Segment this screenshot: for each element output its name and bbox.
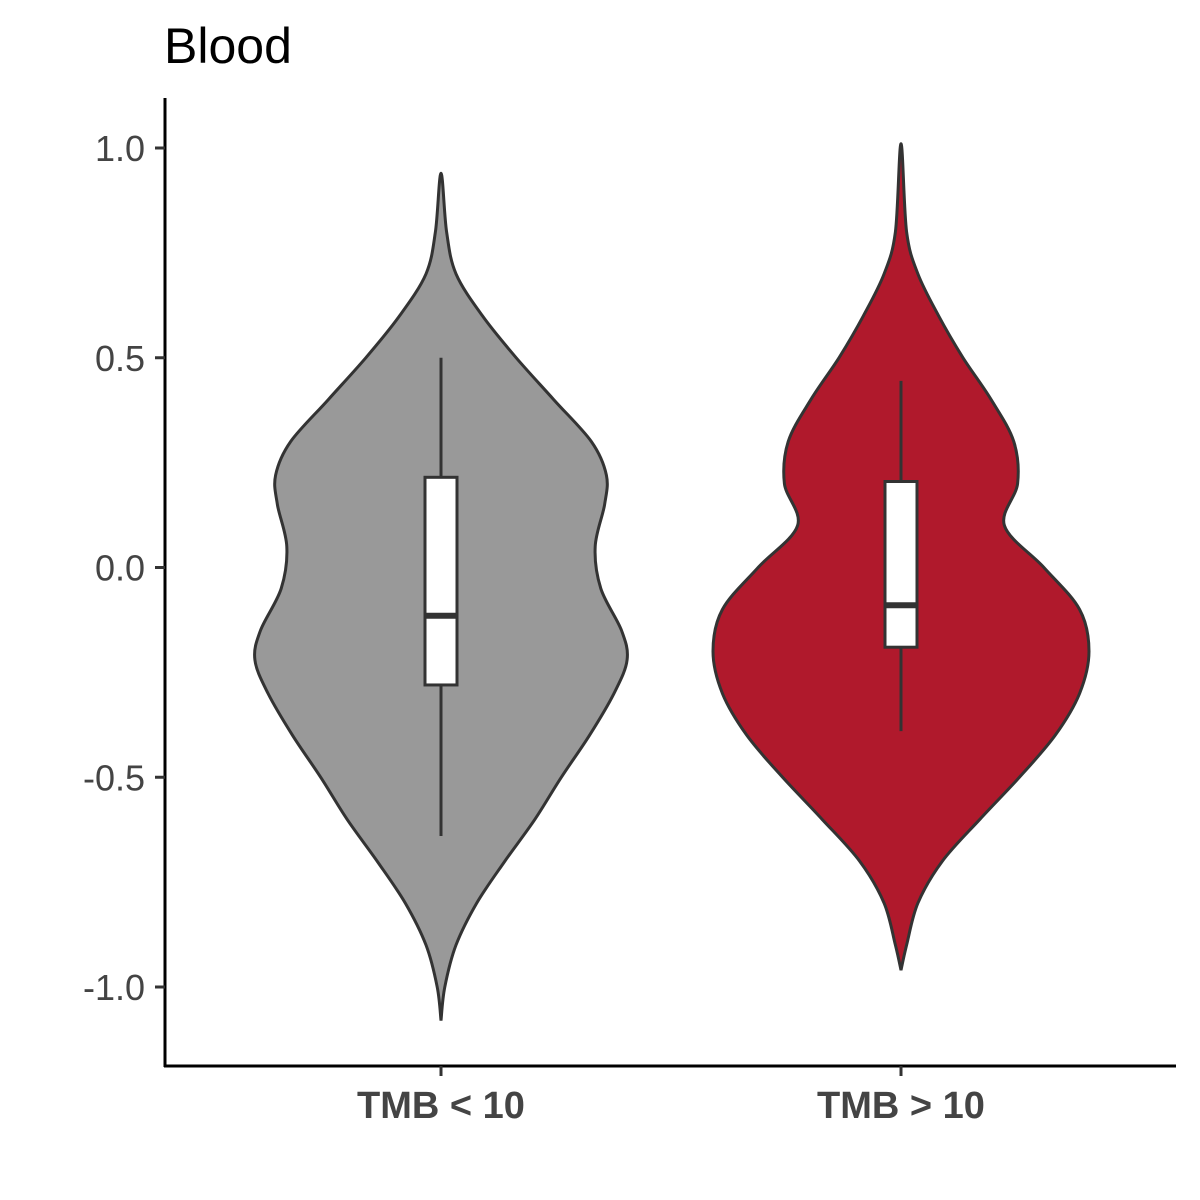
chart-title: Blood: [164, 18, 292, 74]
y-tick-label: 0.5: [95, 338, 145, 379]
y-tick-label: 1.0: [95, 128, 145, 169]
x-tick-label: TMB < 10: [357, 1085, 525, 1127]
y-axis-ticks: 1.0 0.5 0.0 -0.5 -1.0: [83, 128, 165, 1008]
x-tick-label: TMB > 10: [817, 1085, 985, 1127]
y-tick-label: -0.5: [83, 757, 145, 798]
x-axis-ticks: TMB < 10 TMB > 10: [357, 1066, 985, 1127]
box-2: [883, 480, 919, 649]
y-tick-label: -1.0: [83, 967, 145, 1008]
y-tick-label: 0.0: [95, 548, 145, 589]
box-1: [423, 475, 459, 687]
plot-area: [253, 142, 1091, 1021]
